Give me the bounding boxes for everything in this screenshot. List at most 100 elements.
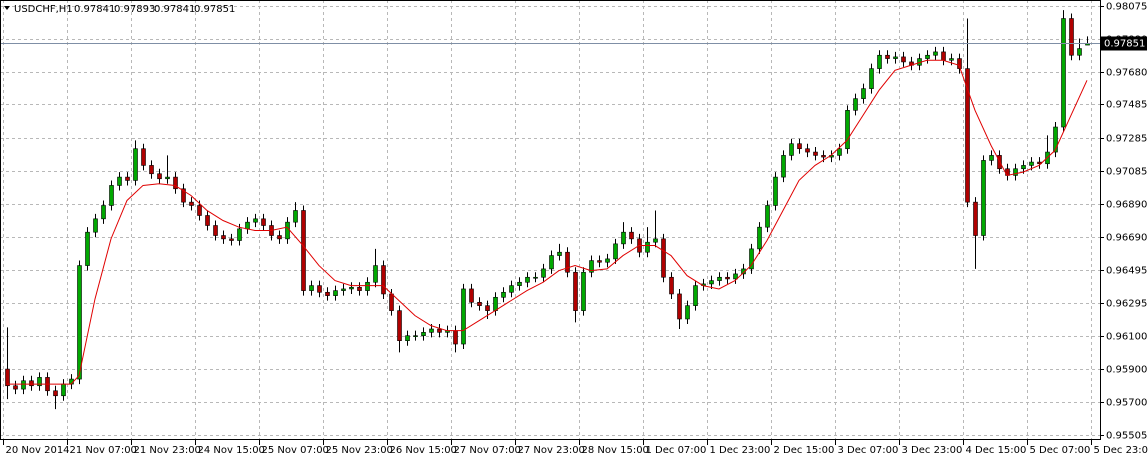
candle-body	[77, 265, 82, 380]
candle-body	[13, 385, 18, 390]
candle-body	[301, 210, 306, 291]
last-low: 0.97841	[154, 4, 195, 15]
candle-body	[1029, 161, 1034, 166]
y-tick-label: 0.96295	[1106, 299, 1147, 310]
x-tick-label: 4 Dec 15:00	[966, 445, 1027, 456]
candle-body	[661, 238, 666, 278]
candle-body	[669, 276, 674, 295]
candle-body	[877, 54, 882, 69]
candle-body	[1061, 18, 1066, 128]
last-close: 0.97851	[194, 4, 235, 15]
candle-body	[605, 258, 610, 263]
candle-body	[405, 335, 410, 341]
y-tick-label: 0.96690	[1106, 233, 1147, 244]
grid	[0, 0, 1100, 440]
candle-body	[893, 56, 898, 59]
candle-body	[333, 290, 338, 296]
candle-body	[493, 296, 498, 311]
candle-body	[653, 238, 658, 243]
candle-body	[125, 176, 130, 181]
candle-body	[629, 231, 634, 240]
candle-body	[517, 281, 522, 286]
candle-body	[765, 205, 770, 228]
x-tick-label: 21 Nov 23:00	[134, 445, 201, 456]
candle-body	[813, 151, 818, 156]
candle-body	[565, 251, 570, 273]
x-tick-label: 5 Dec 07:00	[1030, 445, 1091, 456]
candle-body	[597, 260, 602, 263]
candle-body	[365, 281, 370, 291]
candle-body	[469, 288, 474, 303]
y-tick-label: 0.95900	[1106, 365, 1147, 376]
candle-body	[541, 268, 546, 278]
candle-body	[733, 273, 738, 280]
candle-body	[821, 155, 826, 158]
candle-body	[437, 328, 442, 333]
candle-body	[789, 143, 794, 156]
candle-body	[421, 332, 426, 336]
candle-body	[837, 148, 842, 156]
candle-body	[693, 285, 698, 306]
candle-body	[869, 68, 874, 89]
candle-body	[197, 205, 202, 216]
candle-body	[429, 328, 434, 333]
candle-body	[645, 241, 650, 253]
candle-body	[325, 291, 330, 296]
x-tick-label: 25 Nov 23:00	[326, 445, 393, 456]
candle-body	[549, 255, 554, 270]
candle-body	[29, 380, 34, 387]
header: USDCHF,H1 0.97841 0.97893 0.97841 0.9785…	[4, 4, 235, 15]
candle-body	[1053, 126, 1058, 153]
x-tick-label: 21 Nov 07:00	[70, 445, 137, 456]
candle-body	[21, 380, 26, 390]
y-tick-label: 0.96495	[1106, 266, 1147, 277]
candle-body	[253, 218, 258, 223]
candle-body	[373, 265, 378, 283]
candle-body	[293, 210, 298, 223]
y-tick-label: 0.97485	[1106, 100, 1147, 111]
candle-body	[717, 276, 722, 281]
candle-body	[149, 165, 154, 175]
candle-body	[477, 301, 482, 306]
candle-body	[1077, 48, 1082, 56]
menu-triangle[interactable]	[4, 6, 10, 10]
candle-body	[757, 226, 762, 250]
candle-body	[261, 218, 266, 226]
candle-body	[413, 335, 418, 337]
moving-average	[7, 59, 1088, 385]
candle-body	[1069, 18, 1074, 56]
y-tick-label: 0.97085	[1106, 167, 1147, 178]
candle-body	[229, 238, 234, 241]
candle-body	[685, 305, 690, 320]
y-tick-label: 0.98075	[1106, 2, 1147, 13]
candle-body	[85, 231, 90, 266]
candle-body	[965, 68, 970, 203]
x-tick-label: 2 Dec 15:00	[774, 445, 835, 456]
candle-body	[989, 155, 994, 161]
candle-body	[925, 54, 930, 59]
candle-body	[901, 56, 906, 63]
candle-body	[749, 248, 754, 270]
candle-body	[165, 176, 170, 180]
x-tick-label: 3 Dec 23:00	[902, 445, 963, 456]
candle-body	[781, 155, 786, 178]
x-tick-label: 20 Nov 2014	[6, 445, 70, 456]
candle-body	[845, 110, 850, 150]
candle-body	[709, 280, 714, 285]
candle-body	[861, 88, 866, 99]
x-tick-label: 27 Nov 07:00	[454, 445, 521, 456]
last-price-box	[1101, 36, 1147, 51]
candle-body	[397, 310, 402, 341]
candle-body	[589, 260, 594, 273]
candle-body	[349, 286, 354, 290]
candle-body	[213, 225, 218, 236]
candle-body	[221, 235, 226, 240]
x-tick-label: 24 Nov 15:00	[198, 445, 265, 456]
candle-body	[1013, 168, 1018, 176]
candle-body	[93, 218, 98, 233]
candle-body	[37, 377, 42, 387]
last-high: 0.97893	[114, 4, 155, 15]
candle-body	[245, 221, 250, 230]
